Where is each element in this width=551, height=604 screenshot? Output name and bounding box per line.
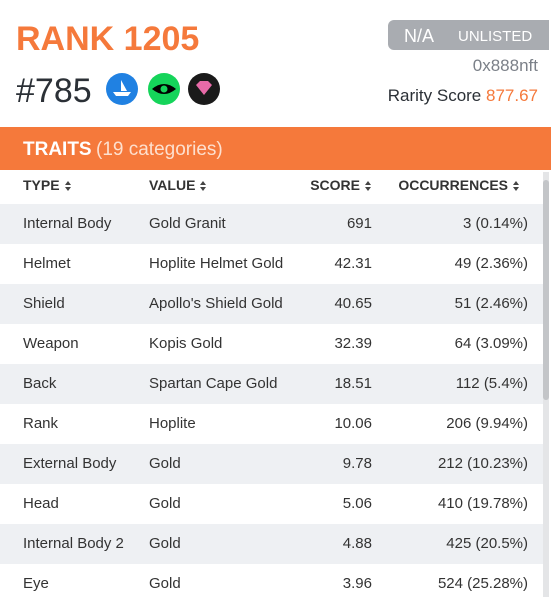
column-header[interactable]: OCCURRENCES <box>398 177 520 193</box>
sort-icon <box>64 181 71 192</box>
column-header[interactable]: SCORE <box>310 177 372 193</box>
trait-score: 10.06 <box>334 415 372 432</box>
trait-score: 42.31 <box>334 255 372 272</box>
column-header-text: SCORE <box>310 177 360 193</box>
trait-occurrences: 51 (2.46%) <box>454 295 528 312</box>
trait-occurrences: 64 (3.09%) <box>454 335 528 352</box>
trait-value: Gold <box>149 455 181 472</box>
trait-occurrences: 112 (5.4%) <box>455 375 528 392</box>
table-row: External Body Gold 9.78 212 (10.23%) <box>0 444 543 484</box>
token-id: #785 <box>16 72 92 110</box>
table-row: Weapon Kopis Gold 32.39 64 (3.09%) <box>0 324 543 364</box>
trait-type: Eye <box>23 575 49 592</box>
rarity-label: Rarity Score <box>387 86 482 105</box>
table-row: Internal Body Gold Granit 691 3 (0.14%) <box>0 204 543 244</box>
column-header-text: VALUE <box>149 177 196 193</box>
rarity-value: 877.67 <box>486 86 538 105</box>
trait-score: 40.65 <box>334 295 372 312</box>
table-row: Shield Apollo's Shield Gold 40.65 51 (2.46%… <box>0 284 543 324</box>
table-row: Helmet Hoplite Helmet Gold 42.31 49 (2.36%) <box>0 244 543 284</box>
trait-value: Hoplite Helmet Gold <box>149 255 284 272</box>
sort-icon <box>513 181 519 192</box>
table-row: Head Gold 5.06 410 (19.78%) <box>0 484 543 524</box>
trait-score: 691 <box>346 215 372 232</box>
table-row: Eye Gold 3.96 524 (25.28%) <box>0 564 543 604</box>
trait-type: Rank <box>23 415 59 432</box>
trait-score: 32.39 <box>334 335 372 352</box>
table-row: Internal Body 2 Gold 4.88 425 (20.5%) <box>0 524 543 564</box>
owner[interactable]: 0x888nft <box>472 56 538 75</box>
listing-badge: N/A UNLISTED <box>388 20 549 50</box>
trait-score: 9.78 <box>342 455 372 472</box>
trait-occurrences: 425 (20.5%) <box>446 535 528 552</box>
trait-type: Helmet <box>23 255 71 272</box>
trait-value: Gold <box>149 495 181 512</box>
trait-occurrences: 524 (25.28%) <box>437 575 528 592</box>
column-header-text: OCCURRENCES <box>398 177 508 193</box>
traits-bar: TRAITS (19 categories) <box>0 127 551 170</box>
trait-type: Internal Body <box>23 215 112 232</box>
column-header[interactable]: VALUE <box>149 177 207 193</box>
traits-title: TRAITS <box>23 139 92 160</box>
trait-value: Gold <box>149 575 181 592</box>
trait-value: Hoplite <box>149 415 196 432</box>
status: UNLISTED <box>458 28 533 45</box>
trait-occurrences: 49 (2.36%) <box>454 255 528 272</box>
trait-occurrences: 206 (9.94%) <box>446 415 528 432</box>
price: N/A <box>404 26 435 46</box>
marketplace-icons <box>106 73 220 105</box>
trait-occurrences: 3 (0.14%) <box>462 215 528 232</box>
trait-score: 18.51 <box>334 375 372 392</box>
trait-type: Back <box>23 375 57 392</box>
column-header-text: TYPE <box>23 177 60 193</box>
trait-value: Kopis Gold <box>149 335 223 352</box>
sort-icon <box>200 181 207 192</box>
trait-occurrences: 212 (10.23%) <box>437 455 528 472</box>
column-header[interactable]: TYPE <box>23 177 72 193</box>
trait-score: 4.88 <box>342 535 372 552</box>
trait-score: 5.06 <box>342 495 372 512</box>
scrollbar-thumb[interactable] <box>543 180 549 400</box>
trait-score: 3.96 <box>342 575 372 592</box>
traits-count: (19 categories) <box>96 139 223 160</box>
trait-value: Apollo's Shield Gold <box>149 295 283 312</box>
trait-type: Head <box>23 495 59 512</box>
trait-type: Shield <box>23 295 65 312</box>
trait-type: Weapon <box>23 335 79 352</box>
rarity: Rarity Score 877.67 <box>388 86 538 106</box>
sort-icon <box>365 181 371 192</box>
table-row: Rank Hoplite 10.06 206 (9.94%) <box>0 404 543 444</box>
trait-type: Internal Body 2 <box>23 535 124 552</box>
rank: RANK 1205 <box>16 20 200 58</box>
table-row: Back Spartan Cape Gold 18.51 112 (5.4%) <box>0 364 543 404</box>
trait-value: Gold Granit <box>149 215 226 232</box>
trait-value: Spartan Cape Gold <box>149 375 278 392</box>
trait-type: External Body <box>23 455 117 472</box>
trait-value: Gold <box>149 535 181 552</box>
trait-occurrences: 410 (19.78%) <box>437 495 528 512</box>
